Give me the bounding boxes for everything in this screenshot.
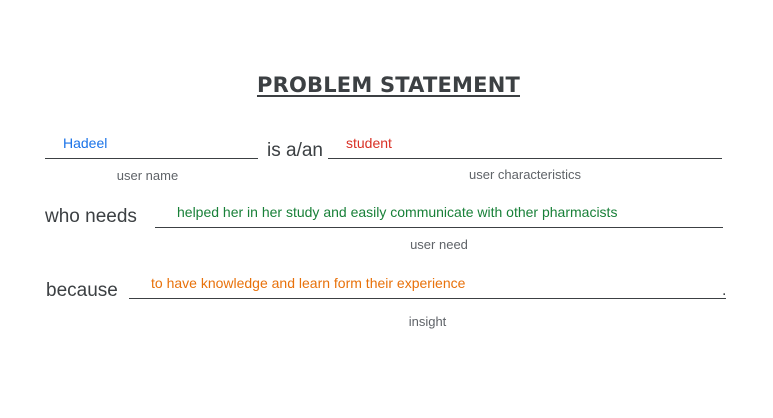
insight-value: to have knowledge and learn form their e… [151, 275, 466, 291]
user-need-value: helped her in her study and easily commu… [177, 204, 618, 220]
user-name-underline [45, 158, 258, 159]
page-title: PROBLEM STATEMENT [256, 73, 520, 97]
user-name-caption: user name [116, 168, 179, 183]
user-need-underline [155, 227, 723, 228]
characteristics-value: student [346, 135, 392, 151]
insight-underline [129, 298, 726, 299]
user-name-value: Hadeel [63, 135, 108, 151]
because-text: because [46, 280, 118, 301]
who-needs-text: who needs [45, 206, 137, 227]
characteristics-caption: user characteristics [469, 167, 581, 182]
insight-caption: insight [408, 314, 447, 329]
end-period: . [722, 282, 727, 299]
user-need-caption: user need [410, 237, 468, 252]
connector-text: is a/an [267, 140, 323, 161]
characteristics-underline [328, 158, 722, 159]
